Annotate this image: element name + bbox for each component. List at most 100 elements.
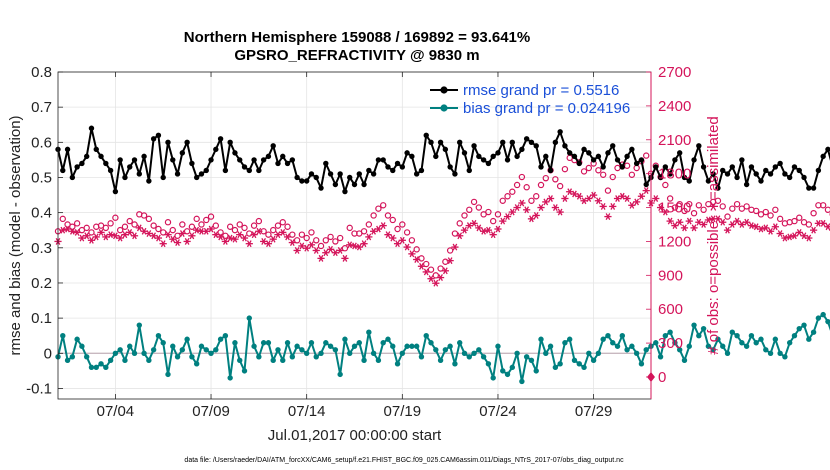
rmse-marker [480,157,487,163]
assimilated-marker [460,226,469,234]
assimilated-marker [470,219,478,227]
rmse-marker [791,164,798,170]
x-tick-label: 07/04 [97,403,135,420]
y2-tick-label: 2100 [658,132,691,149]
possible-marker [193,215,200,223]
bias-marker [753,340,759,346]
bias-marker [117,347,123,353]
bias-marker [222,333,229,339]
assimilated-marker [551,204,559,211]
bias-marker [318,350,324,356]
bias-marker [600,336,606,342]
rmse-marker [686,178,692,184]
rmse-marker [69,174,76,181]
bias-marker [653,340,659,346]
possible-marker [528,197,535,204]
bias-marker [69,354,76,360]
possible-marker [155,225,162,233]
possible-marker [112,214,119,221]
rmse-marker [332,181,339,188]
bias-marker [466,354,472,360]
rmse-marker [323,160,329,167]
possible-marker [599,171,607,178]
legend-bias-label: bias grand pr = 0.024196 [463,100,630,117]
rmse-marker [351,181,358,188]
rmse-marker [619,164,626,170]
rmse-marker [729,164,735,170]
axis-ticks: 07/04 07/09 07/14 07/19 07/24 07/29 -0.1 0 0.1 0.… [26,64,691,420]
assimilated-marker [432,279,440,287]
bias-marker [351,343,358,349]
bias-marker [323,340,329,346]
rmse-marker [657,174,664,181]
bias-marker [184,336,190,342]
bias-marker [452,361,458,367]
bias-marker [562,340,568,346]
rmse-marker [165,139,171,146]
rmse-marker [303,178,310,184]
bias-marker [98,361,104,367]
rmse-marker [399,164,406,170]
assimilated-marker [594,197,602,205]
possible-marker [246,230,253,237]
rmse-marker [614,157,621,163]
assimilated-marker [279,228,287,236]
bias-marker [777,350,783,356]
y2-tick-label: 1800 [658,166,691,183]
rmse-marker [676,150,683,156]
bias-marker [595,350,602,356]
bias-marker [686,343,692,349]
rmse-marker [308,171,315,177]
bias-marker [342,336,348,342]
bias-marker [265,340,272,346]
possible-marker [666,195,674,202]
assimilated-marker [159,240,167,248]
assimilated-marker [408,250,416,258]
bias-marker [782,354,788,360]
assimilated-marker [475,224,483,232]
rmse-marker [452,171,458,177]
assimilated-marker [766,227,775,235]
possible-marker [346,224,353,232]
rmse-marker [739,157,745,163]
possible-marker [533,193,540,200]
bias-marker [122,357,128,364]
bias-marker [394,361,401,367]
bias-marker [734,333,740,339]
bias-marker [806,336,812,342]
possible-marker [179,221,186,228]
rmse-marker [423,132,429,138]
rmse-marker [60,167,66,174]
y-tick-label: -0.1 [26,380,52,397]
rmse-marker [590,157,597,163]
chart-title: Northern Hemisphere 159088 / 169892 = 93… [184,29,530,46]
rmse-marker [700,164,707,170]
rmse-marker [413,171,420,177]
possible-marker [236,221,243,228]
rmse-marker [705,178,712,184]
possible-marker [150,222,157,229]
bias-marker [299,347,305,353]
assimilated-marker [661,208,669,216]
rmse-marker [653,164,659,170]
possible-marker [609,173,616,181]
rmse-marker [112,188,119,195]
rmse-marker [786,174,793,181]
possible-marker [140,212,148,219]
rmse-marker [595,153,602,160]
bias-marker [763,347,769,353]
assimilated-marker [809,226,818,234]
bias-marker [504,371,511,378]
bias-marker [347,350,353,356]
possible-marker [523,184,530,191]
possible-marker [183,228,191,235]
rmse-marker [385,164,391,170]
rmse-marker [806,185,812,191]
possible-marker [322,237,330,244]
rmse-marker [500,139,506,146]
rmse-marker [586,150,592,156]
rmse-marker [567,150,573,156]
rmse-marker [390,167,396,174]
rmse-marker [136,171,142,177]
assimilated-marker [87,236,96,244]
